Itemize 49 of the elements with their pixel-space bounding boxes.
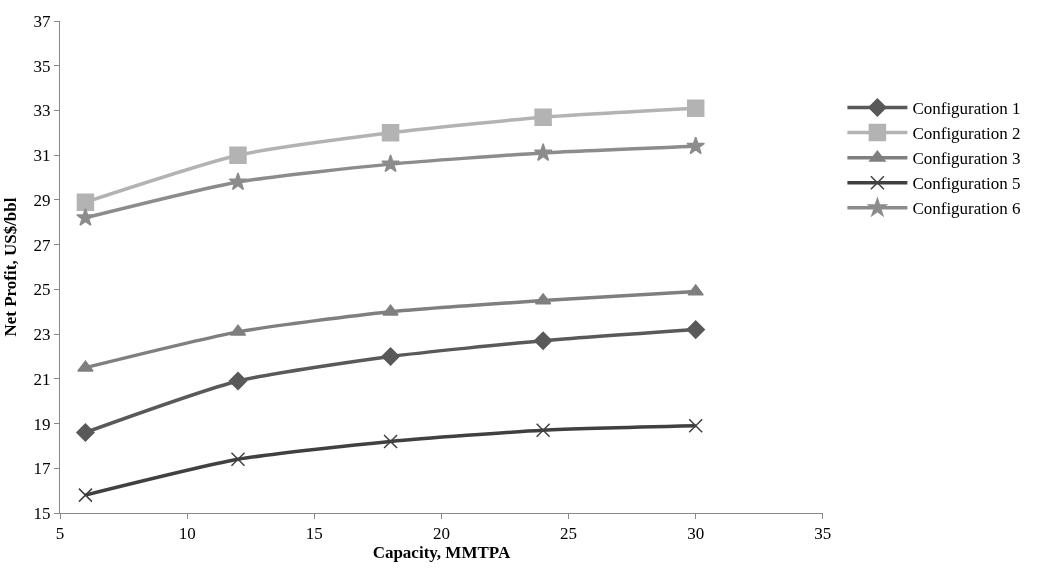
point [686, 99, 705, 117]
point [381, 347, 400, 366]
point [383, 434, 398, 449]
x-tick-label: 35 [814, 524, 832, 544]
x-tick-label: 30 [687, 524, 705, 544]
y-tick-label: 15 [33, 503, 51, 523]
point [78, 487, 93, 503]
point [228, 371, 248, 391]
point [381, 154, 400, 173]
y-tick-label: 33 [33, 101, 51, 121]
point [76, 193, 95, 211]
point [688, 418, 703, 434]
y-axis-title: Net Profit, US$/bbl [1, 197, 20, 337]
y-tick-label: 25 [33, 280, 51, 300]
y-tick-label: 31 [33, 146, 51, 166]
y-tick-label: 19 [33, 414, 51, 434]
y-tick-label: 29 [33, 190, 51, 210]
legend-label: Configuration 6 [912, 199, 1021, 219]
point [535, 423, 551, 438]
x-tick-label: 10 [178, 524, 196, 544]
point [230, 452, 246, 467]
point [229, 146, 247, 164]
point [686, 320, 705, 339]
y-tick-label: 21 [33, 369, 51, 389]
legend-label: Configuration 5 [912, 174, 1021, 194]
point [76, 207, 95, 226]
point [228, 172, 248, 191]
point [534, 108, 552, 126]
x-axis-title: Capacity, MMTPA [372, 543, 511, 563]
y-tick-label: 17 [33, 459, 52, 479]
y-tick-label: 37 [33, 11, 52, 31]
x-tick-label: 20 [432, 524, 450, 544]
point [686, 136, 706, 155]
legend-label: Configuration 3 [912, 149, 1021, 169]
x-tick-label: 25 [560, 524, 578, 544]
point [381, 124, 400, 142]
x-tick-label: 5 [55, 524, 65, 544]
point [76, 423, 95, 442]
legend-label: Configuration 2 [912, 124, 1021, 144]
legend-label: Configuration 1 [912, 99, 1021, 119]
point [533, 143, 553, 162]
y-tick-label: 23 [33, 325, 51, 345]
y-tick-label: 27 [33, 235, 52, 255]
x-tick-label: 15 [305, 524, 323, 544]
point [687, 284, 704, 296]
point [382, 304, 399, 316]
y-tick-label: 35 [33, 56, 51, 76]
point [533, 331, 553, 350]
point [77, 360, 94, 372]
